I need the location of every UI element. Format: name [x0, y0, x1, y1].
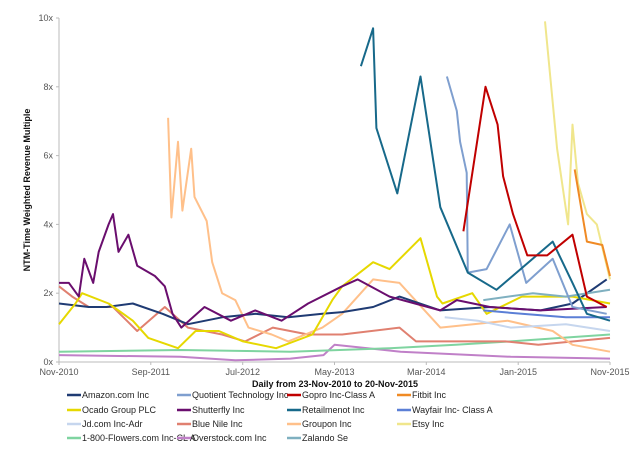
legend-item: Amazon.com Inc — [67, 390, 150, 400]
x-tick-label: Nov-2015 — [590, 367, 629, 377]
legend-item: Retailmenot Inc — [287, 405, 365, 415]
series-line-retailmenot-inc — [359, 27, 611, 322]
legend-item: Fitbit Inc — [397, 390, 447, 400]
legend-label: Quotient Technology Inc — [192, 390, 289, 400]
series-line-etsy-inc — [544, 21, 611, 280]
legend-label: Wayfair Inc- Class A — [412, 405, 493, 415]
legend-item: Ocado Group PLC — [67, 405, 157, 415]
legend-label: Jd.com Inc-Adr — [82, 419, 143, 429]
series-line-ocado-group-plc — [58, 237, 611, 350]
legend-label: Overstock.com Inc — [192, 433, 267, 443]
x-tick-label: Jul-2012 — [225, 367, 260, 377]
legend-item: Etsy Inc — [397, 419, 445, 429]
x-axis-title: Daily from 23-Nov-2010 to 20-Nov-2015 — [252, 379, 418, 389]
legend-item: Shutterfly Inc — [177, 405, 245, 415]
series-line-blue-nile-inc — [58, 285, 611, 346]
y-tick-label: 6x — [43, 151, 53, 161]
series-line-groupon-inc — [167, 117, 611, 353]
legend-label: Zalando Se — [302, 433, 348, 443]
legend-label: Ocado Group PLC — [82, 405, 157, 415]
legend-item: Wayfair Inc- Class A — [397, 405, 493, 415]
series-line-overstock-com-inc — [58, 343, 611, 362]
x-tick-label: Jan-2015 — [499, 367, 537, 377]
legend-label: Fitbit Inc — [412, 390, 447, 400]
legend-label: 1-800-Flowers.com Inc-CL A — [82, 433, 196, 443]
series-line-fitbit-inc — [573, 169, 611, 277]
legend-item: Groupon Inc — [287, 419, 352, 429]
legend-label: Etsy Inc — [412, 419, 445, 429]
y-tick-label: 8x — [43, 82, 53, 92]
legend-item: Blue Nile Inc — [177, 419, 243, 429]
y-tick-label: 4x — [43, 219, 53, 229]
x-tick-label: Nov-2010 — [39, 367, 78, 377]
legend-item: Zalando Se — [287, 433, 348, 443]
legend-label: Shutterfly Inc — [192, 405, 245, 415]
legend-item: Overstock.com Inc — [177, 433, 267, 443]
y-axis-title: NTM-Time Weighted Revenue Multiple — [22, 109, 32, 272]
legend-label: Amazon.com Inc — [82, 390, 150, 400]
legend-label: Gopro Inc-Class A — [302, 390, 375, 400]
legend-label: Groupon Inc — [302, 419, 352, 429]
series-line-jd-com-inc-adr — [444, 316, 611, 332]
legend-item: Jd.com Inc-Adr — [67, 419, 143, 429]
legend-item: 1-800-Flowers.com Inc-CL A — [67, 433, 196, 443]
x-tick-label: Mar-2014 — [407, 367, 446, 377]
series-line-amazon-com-inc — [58, 278, 608, 326]
legend-item: Gopro Inc-Class A — [287, 390, 375, 400]
series-line-shutterfly-inc — [59, 213, 607, 329]
legend-label: Blue Nile Inc — [192, 419, 243, 429]
x-tick-label: Sep-2011 — [132, 367, 170, 377]
y-tick-label: 0x — [43, 357, 53, 367]
series-line-gopro-inc-class-a — [462, 85, 608, 308]
y-tick-label: 10x — [38, 13, 53, 23]
legend-item: Quotient Technology Inc — [177, 390, 289, 400]
legend: Amazon.com Inc Quotient Technology Inc Gop… — [67, 390, 493, 443]
series-line-zalando-se — [483, 288, 611, 302]
series-line-quotient-technology-inc — [445, 76, 607, 315]
y-tick-label: 2x — [43, 288, 53, 298]
series-line-wayfair-inc-class-a — [483, 309, 610, 319]
legend-label: Retailmenot Inc — [302, 405, 365, 415]
x-tick-label: May-2013 — [314, 367, 354, 377]
